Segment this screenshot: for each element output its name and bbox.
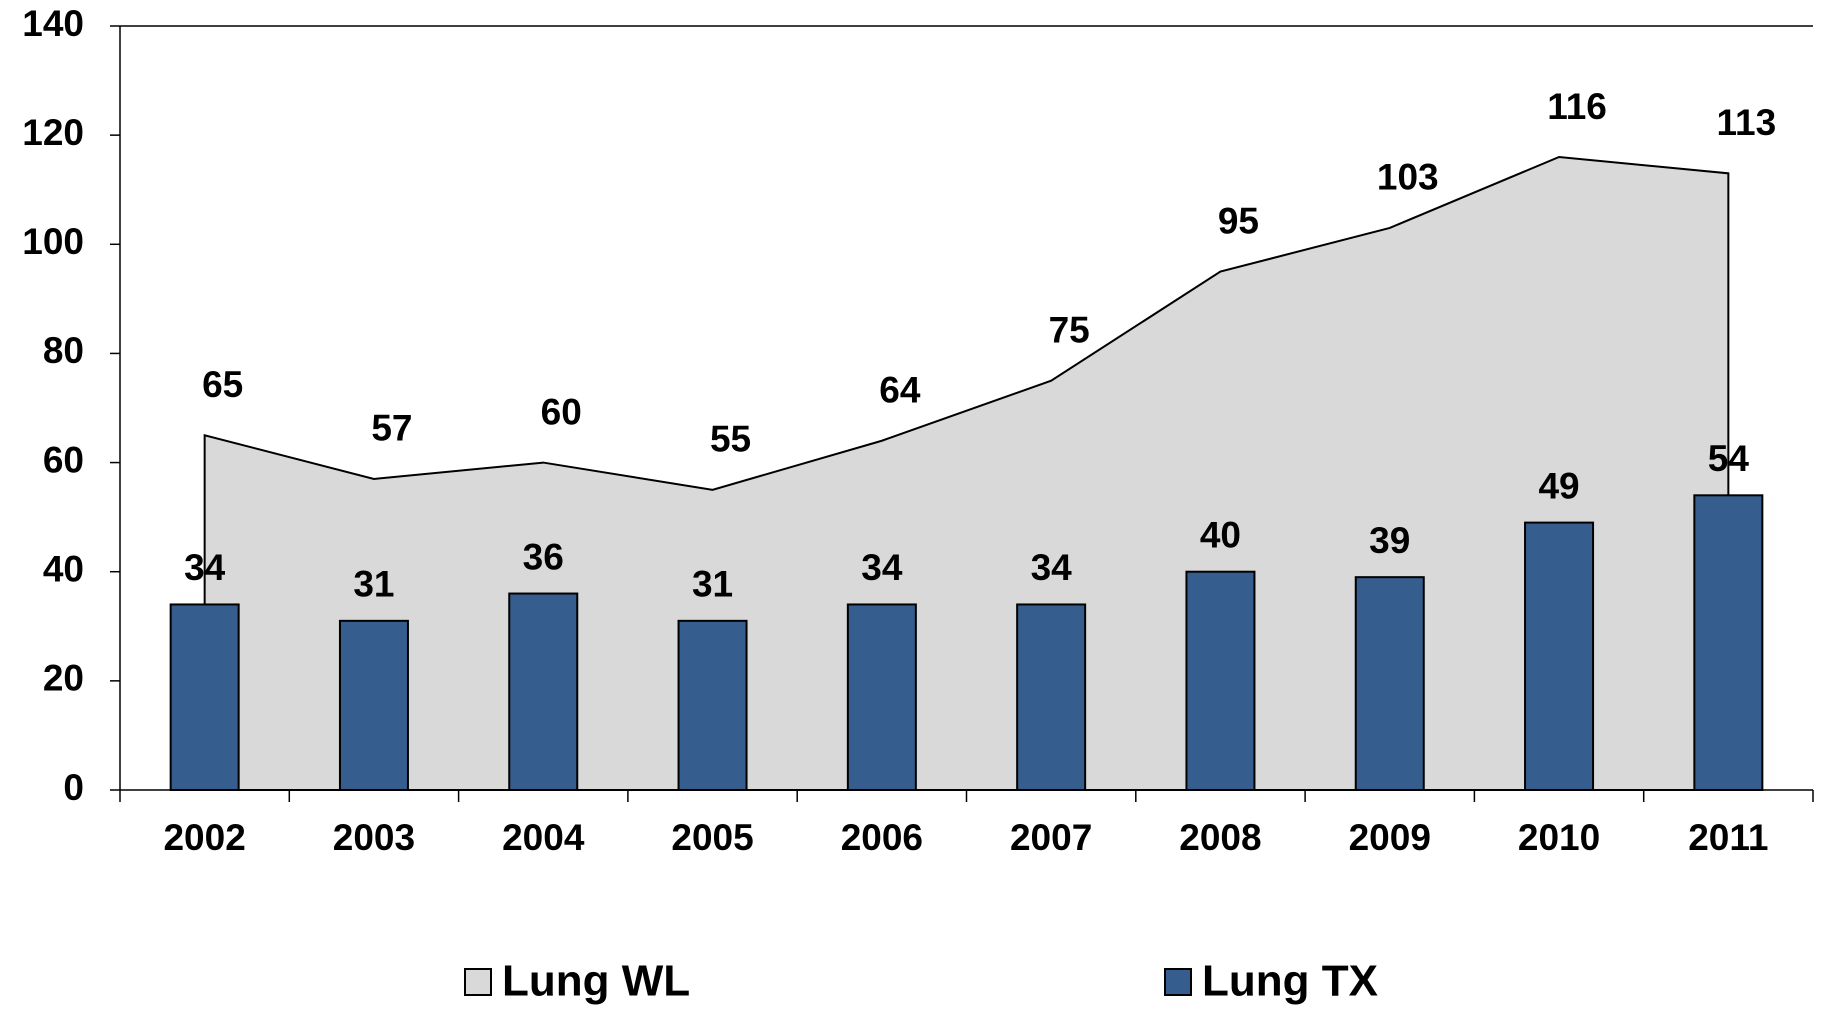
x-tick-label: 2010 — [1518, 817, 1600, 858]
legend-label: Lung WL — [502, 957, 690, 1006]
bar — [338, 619, 409, 791]
data-label: 34 — [1031, 547, 1073, 588]
x-tick-label: 2006 — [841, 817, 923, 858]
bar — [846, 603, 917, 792]
bar — [1693, 494, 1764, 791]
y-tick-label: 120 — [22, 112, 84, 153]
x-tick-label: 2003 — [333, 817, 415, 858]
x-tick-label: 2011 — [1688, 817, 1768, 858]
legend-swatch — [1164, 968, 1192, 996]
x-tick-label: 2009 — [1349, 817, 1431, 858]
bar — [508, 592, 579, 791]
data-label: 54 — [1708, 438, 1750, 479]
data-label: 31 — [353, 564, 394, 605]
data-label: 34 — [184, 547, 226, 588]
y-tick-label: 0 — [63, 767, 84, 808]
data-label: 55 — [710, 419, 751, 460]
data-label: 49 — [1538, 465, 1579, 506]
data-label: 64 — [879, 370, 921, 411]
data-label: 95 — [1218, 200, 1259, 241]
data-label: 36 — [523, 536, 564, 577]
area — [203, 155, 1730, 791]
y-tick-label: 80 — [43, 330, 84, 371]
y-tick-label: 40 — [43, 548, 84, 589]
data-label: 34 — [861, 547, 903, 588]
bar — [677, 619, 748, 791]
data-label: 116 — [1547, 86, 1607, 127]
bar — [1354, 576, 1425, 792]
legend-swatch — [464, 968, 492, 996]
x-tick-label: 2004 — [502, 817, 585, 858]
bar — [1016, 603, 1087, 792]
data-label: 40 — [1200, 514, 1241, 555]
bar — [1185, 570, 1256, 792]
data-label: 103 — [1377, 157, 1439, 198]
x-tick-label: 2007 — [1010, 817, 1092, 858]
bar — [1524, 521, 1595, 791]
data-label: 31 — [692, 564, 733, 605]
y-tick-label: 140 — [22, 3, 84, 44]
y-tick-label: 60 — [43, 439, 84, 480]
y-tick-label: 20 — [43, 658, 84, 699]
x-tick-label: 2008 — [1179, 817, 1261, 858]
y-tick-label: 100 — [22, 221, 84, 262]
data-label: 65 — [202, 364, 243, 405]
data-label: 75 — [1049, 309, 1090, 350]
x-tick-label: 2005 — [671, 817, 753, 858]
bar — [169, 603, 240, 792]
legend-label: Lung TX — [1202, 957, 1378, 1006]
data-label: 60 — [541, 391, 582, 432]
data-label: 113 — [1716, 102, 1776, 143]
x-tick-label: 2002 — [163, 817, 245, 858]
data-label: 57 — [371, 408, 412, 449]
data-label: 39 — [1369, 520, 1410, 561]
